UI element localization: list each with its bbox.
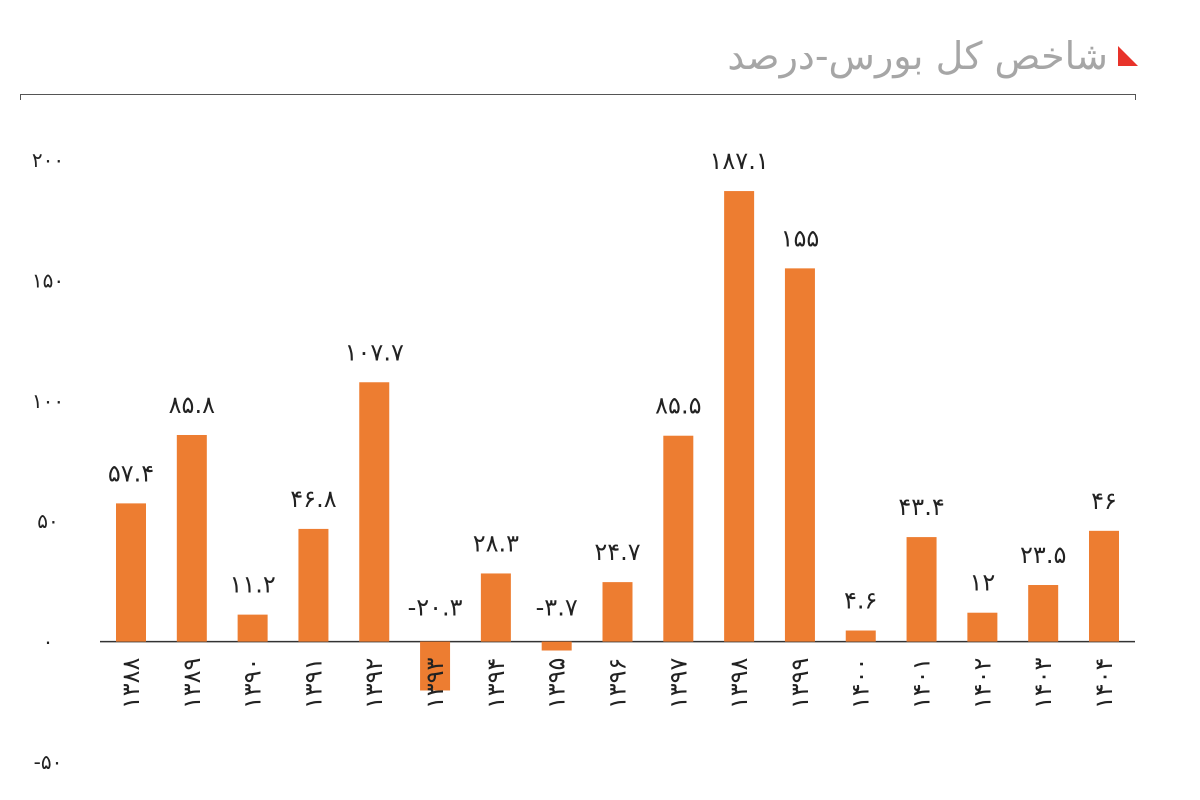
bar-11 xyxy=(784,268,815,642)
bar-8 xyxy=(602,582,633,642)
bar-10 xyxy=(724,191,755,642)
data-label-13: ۴۳.۴ xyxy=(898,493,944,521)
data-label-2: ۱۱.۲ xyxy=(229,571,275,599)
x-axis-labels: ۱۳۸۸ ۱۳۸۹ ۱۳۹۰ ۱۳۹۱ ۱۳۹۲ ۱۳۹۳ ۱۳۹۴ ۱۳۹۵ ۱۳۹۶ ۱۳۹۷… xyxy=(117,657,1118,709)
x-tick-label-10: ۱۳۹۸ xyxy=(725,657,753,709)
x-tick-label-15: ۱۴۰۳ xyxy=(1029,657,1057,709)
x-tick-label-11: ۱۳۹۹ xyxy=(786,658,814,710)
x-tick-label-14: ۱۴۰۲ xyxy=(968,658,996,710)
data-label-5: -۲۰.۳ xyxy=(408,594,463,622)
x-tick-label-4: ۱۳۹۲ xyxy=(360,658,388,710)
x-tick-label-3: ۱۳۹۱ xyxy=(299,658,327,710)
y-tick-label: ۰ xyxy=(43,630,54,654)
data-label-10: ۱۸۷.۱ xyxy=(710,147,769,175)
data-labels: ۵۷.۴ ۸۵.۸ ۱۱.۲ ۴۶.۸ ۱۰۷.۷ -۲۰.۳ ۲۸.۳ -۳.۷ ۲۴.۷ ۸۵… xyxy=(108,147,1117,622)
x-tick-label-16: ۱۴۰۴ xyxy=(1090,658,1118,710)
y-tick-label: ۱۵۰ xyxy=(32,268,64,292)
bar-14 xyxy=(967,612,998,642)
y-tick-label: ۱۰۰ xyxy=(32,389,64,413)
bar-16 xyxy=(1089,530,1119,642)
x-tick-label-12: ۱۴۰۰ xyxy=(847,658,875,710)
bar-6 xyxy=(480,573,511,642)
bar-9 xyxy=(663,435,694,642)
data-label-9: ۸۵.۵ xyxy=(655,392,701,420)
bars xyxy=(116,191,1119,691)
red-triangle-icon xyxy=(1118,46,1138,66)
x-tick-label-1: ۱۳۸۹ xyxy=(178,658,206,710)
bar-15 xyxy=(1028,585,1059,642)
data-label-11: ۱۵۵ xyxy=(781,224,820,252)
x-tick-label-0: ۱۳۸۸ xyxy=(117,657,145,709)
x-tick-label-5: ۱۳۹۳ xyxy=(421,657,449,709)
y-tick-label: ۵۰ xyxy=(37,509,58,533)
x-tick-label-2: ۱۳۹۰ xyxy=(239,658,267,710)
data-label-0: ۵۷.۴ xyxy=(108,459,154,487)
bar-4 xyxy=(359,382,390,642)
bar-2 xyxy=(237,614,268,642)
chart-header: شاخص کل بورس-درصد xyxy=(727,34,1140,78)
header-divider-tick-right xyxy=(1135,94,1136,100)
data-label-4: ۱۰۷.۷ xyxy=(345,338,404,366)
bar-3 xyxy=(298,528,329,642)
bar-0 xyxy=(116,503,146,642)
bar-5 xyxy=(420,641,451,691)
y-axis-ticks: ۲۰۰ ۱۵۰ ۱۰۰ ۵۰ ۰ -۵۰ xyxy=(32,148,64,774)
data-label-15: ۲۳.۵ xyxy=(1020,541,1066,569)
bar-1 xyxy=(176,434,207,642)
bar-13 xyxy=(906,537,937,642)
y-tick-label: ۲۰۰ xyxy=(32,148,64,172)
data-label-6: ۲۸.۳ xyxy=(473,529,519,557)
x-tick-label-8: ۱۳۹۶ xyxy=(604,658,632,710)
data-label-3: ۴۶.۸ xyxy=(290,485,336,513)
data-label-12: ۴.۶ xyxy=(844,587,877,615)
data-label-16: ۴۶ xyxy=(1091,487,1117,515)
header-divider-tick-left xyxy=(20,94,21,100)
bar-7 xyxy=(541,641,572,651)
chart-title: شاخص کل بورس-درصد xyxy=(727,34,1108,78)
data-label-7: -۳.۷ xyxy=(536,594,578,622)
data-label-1: ۸۵.۸ xyxy=(169,391,215,419)
data-label-8: ۲۴.۷ xyxy=(594,538,640,566)
data-label-14: ۱۲ xyxy=(969,569,995,597)
x-tick-label-6: ۱۳۹۴ xyxy=(482,658,510,710)
header-divider xyxy=(20,94,1136,95)
y-tick-label: -۵۰ xyxy=(34,750,63,774)
bar-12 xyxy=(845,630,876,642)
x-tick-label-9: ۱۳۹۷ xyxy=(664,657,692,709)
x-tick-label-13: ۱۴۰۱ xyxy=(908,658,936,710)
x-tick-label-7: ۱۳۹۵ xyxy=(543,658,571,710)
